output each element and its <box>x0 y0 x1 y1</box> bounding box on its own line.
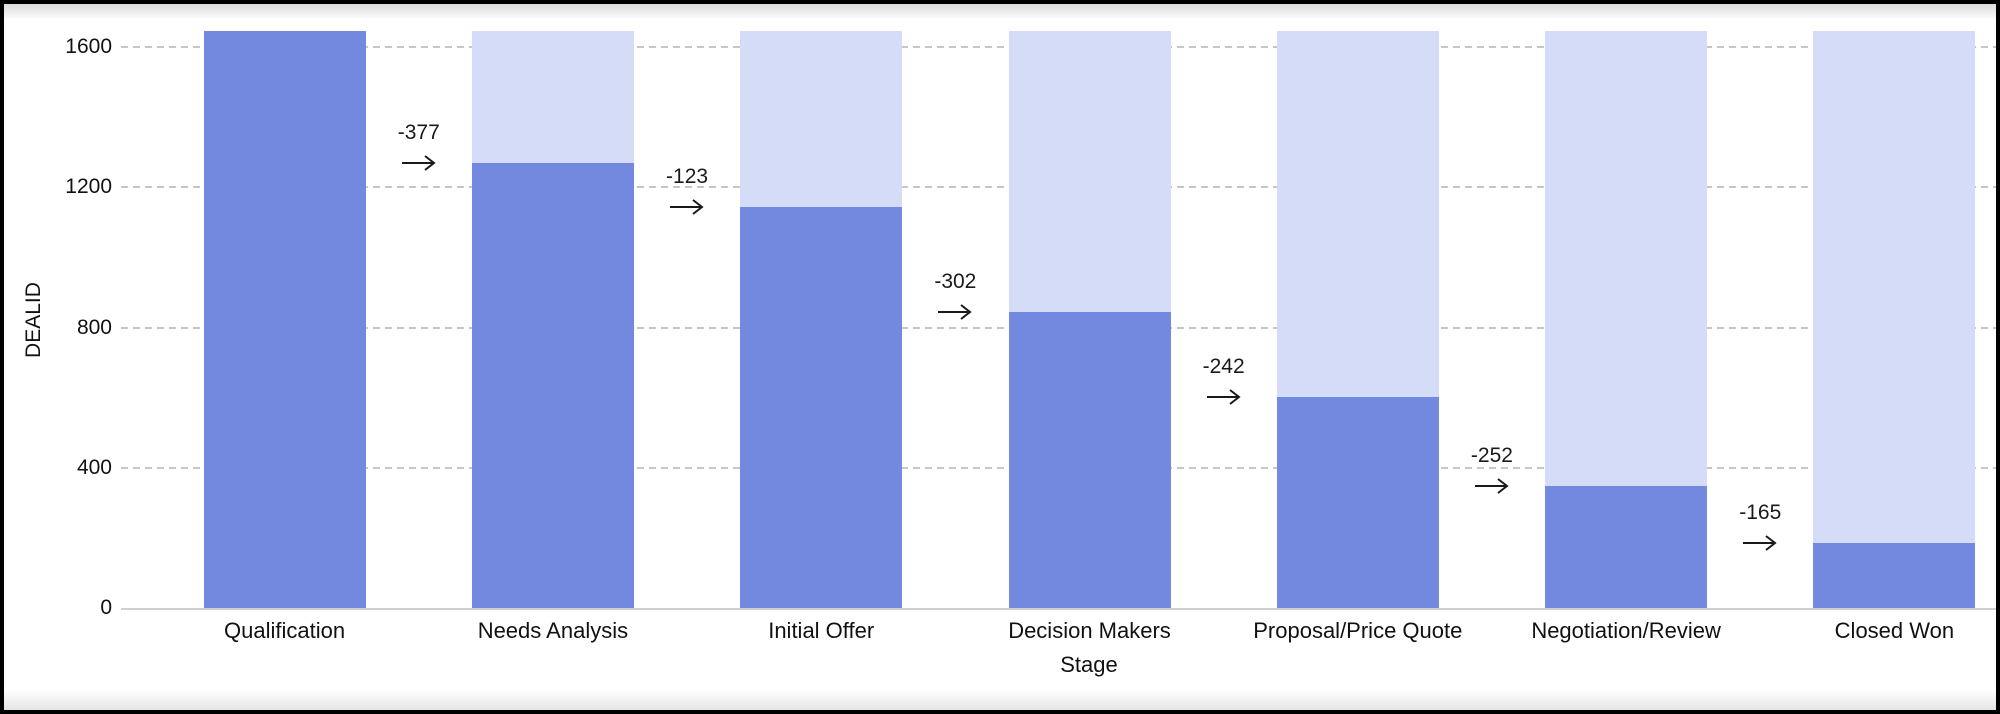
delta-label: -123 <box>666 164 709 188</box>
right-arrow-icon <box>670 198 704 215</box>
stage-transition-annotation <box>1474 477 1510 495</box>
delta-label: -377 <box>397 121 440 145</box>
y-axis-title: DEALID <box>22 282 45 358</box>
y-tick-label: 1200 <box>65 175 112 199</box>
bar-background[interactable] <box>1813 31 1976 608</box>
bar[interactable] <box>740 206 903 608</box>
stage-transition-annotation <box>669 198 705 216</box>
right-arrow-icon <box>1743 535 1777 552</box>
bar[interactable] <box>203 31 366 608</box>
y-tick-label: 1600 <box>65 35 112 59</box>
stage-transition-annotation <box>937 303 973 321</box>
delta-label: -252 <box>1470 443 1513 467</box>
bar[interactable] <box>1813 543 1976 608</box>
delta-label: -165 <box>1739 501 1782 525</box>
delta-label: -242 <box>1202 355 1245 379</box>
bar[interactable] <box>1545 485 1708 608</box>
x-axis-line <box>121 608 1996 610</box>
right-arrow-icon <box>401 155 436 172</box>
x-axis-title: Stage <box>1060 652 1118 677</box>
right-arrow-icon <box>1474 477 1509 494</box>
x-tick-label: Initial Offer <box>768 618 875 643</box>
x-tick-label: Qualification <box>224 618 346 643</box>
x-tick-label: Proposal/Price Quote <box>1253 618 1463 643</box>
stage-transition-annotation <box>1742 534 1778 552</box>
right-arrow-icon <box>1206 389 1241 406</box>
x-tick-label: Negotiation/Review <box>1531 618 1721 643</box>
stage-transition-annotation <box>401 154 437 172</box>
funnel-chart: 0 400 800 1200 1600 -377 -123 -302 -242 -252 -165… <box>4 4 1996 710</box>
x-tick-label: Decision Makers <box>1008 618 1171 643</box>
x-tick-label: Needs Analysis <box>477 618 629 643</box>
bar[interactable] <box>1008 312 1171 608</box>
stage-transition-annotation <box>1206 388 1242 406</box>
right-arrow-icon <box>938 304 972 321</box>
x-tick-label: Closed Won <box>1834 618 1955 643</box>
bar[interactable] <box>471 163 634 608</box>
y-tick-label: 400 <box>76 455 112 479</box>
bar[interactable] <box>1276 397 1439 608</box>
y-tick-label: 800 <box>76 315 112 339</box>
delta-label: -302 <box>934 270 977 294</box>
y-tick-label: 0 <box>100 596 112 619</box>
